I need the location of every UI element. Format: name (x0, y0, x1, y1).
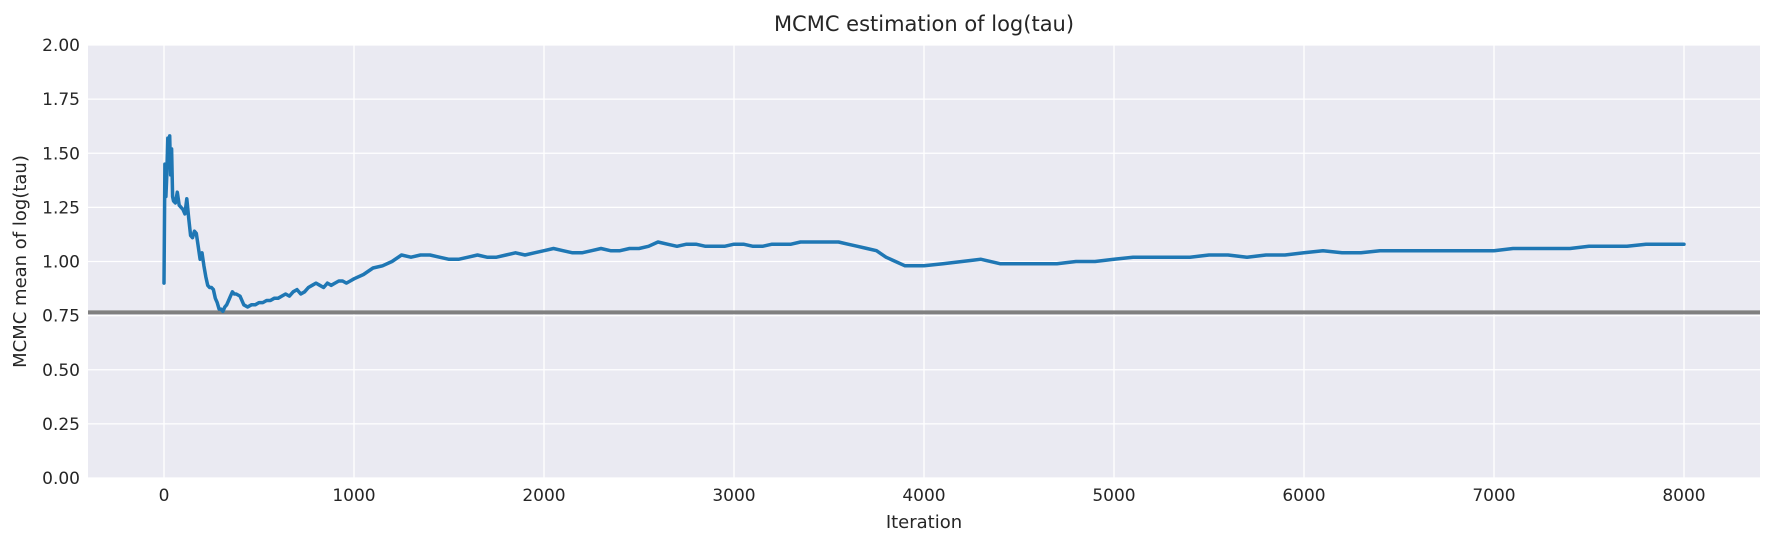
x-tick-label: 1000 (332, 486, 375, 506)
x-tick-label: 3000 (712, 486, 755, 506)
x-axis-label: Iteration (886, 512, 962, 533)
y-ticks: 0.00 0.25 0.50 0.75 1.00 1.25 1.50 1.75 2.00 (42, 36, 80, 489)
series-line (162, 134, 1686, 314)
x-tick-label: 6000 (1282, 486, 1325, 506)
x-tick-label: 8000 (1662, 486, 1705, 506)
x-tick-label: 4000 (902, 486, 945, 506)
y-tick-label: 0.75 (42, 307, 80, 327)
chart-title: MCMC estimation of log(tau) (774, 12, 1074, 36)
y-tick-label: 0.00 (42, 469, 80, 489)
y-tick-label: 1.50 (42, 144, 80, 164)
y-tick-label: 0.25 (42, 415, 80, 435)
x-tick-label: 2000 (522, 486, 565, 506)
x-tick-label: 0 (159, 486, 170, 506)
y-tick-label: 1.00 (42, 253, 80, 273)
x-ticks: 0 1000 2000 3000 4000 5000 6000 7000 8000 (159, 486, 1706, 506)
y-tick-label: 1.75 (42, 90, 80, 110)
x-tick-label: 5000 (1092, 486, 1135, 506)
grid (88, 44, 1760, 479)
y-axis-label: MCMC mean of log(tau) (10, 155, 31, 368)
y-tick-label: 1.25 (42, 198, 80, 218)
y-tick-label: 0.50 (42, 361, 80, 381)
x-tick-label: 7000 (1472, 486, 1515, 506)
y-tick-label: 2.00 (42, 36, 80, 56)
